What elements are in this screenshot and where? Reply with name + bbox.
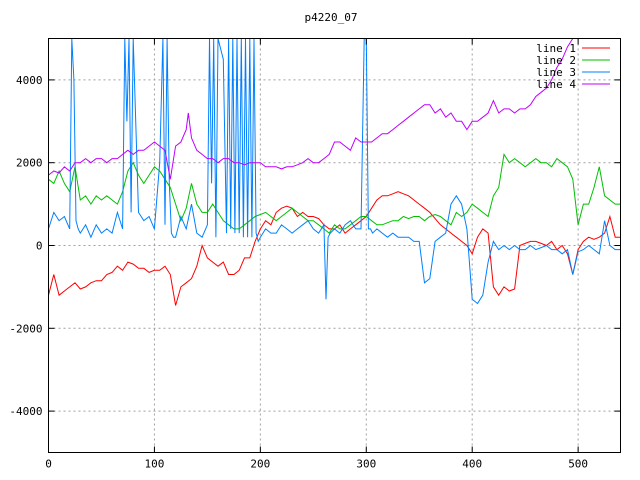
x-tick-label: 500 (568, 458, 588, 471)
series-line-3 (48, 38, 621, 305)
legend-label: line 2 (536, 54, 576, 67)
chart-title: p4220_07 (305, 11, 358, 24)
x-tick-label: 300 (356, 458, 376, 471)
y-tick-label: -4000 (9, 405, 42, 418)
x-tick-label: 200 (250, 458, 270, 471)
x-tick-label: 400 (462, 458, 482, 471)
axes: 0 100 200 300 400 500 -4000 -2000 0 2000 4000 (9, 38, 621, 471)
series-line-2 (48, 153, 621, 234)
x-tick-label: 100 (144, 458, 164, 471)
y-tick-label: 4000 (16, 74, 43, 87)
y-tick-label: -2000 (9, 322, 42, 335)
y-tick-label: 0 (36, 240, 43, 253)
series-line-4 (48, 38, 574, 180)
y-tick-label: 2000 (16, 157, 43, 170)
series-layer (48, 38, 621, 306)
grid (48, 38, 621, 453)
legend-label: line 4 (536, 78, 576, 91)
x-tick-label: 0 (45, 458, 52, 471)
legend-label: line 3 (536, 66, 576, 79)
legend-label: line 1 (536, 42, 576, 55)
